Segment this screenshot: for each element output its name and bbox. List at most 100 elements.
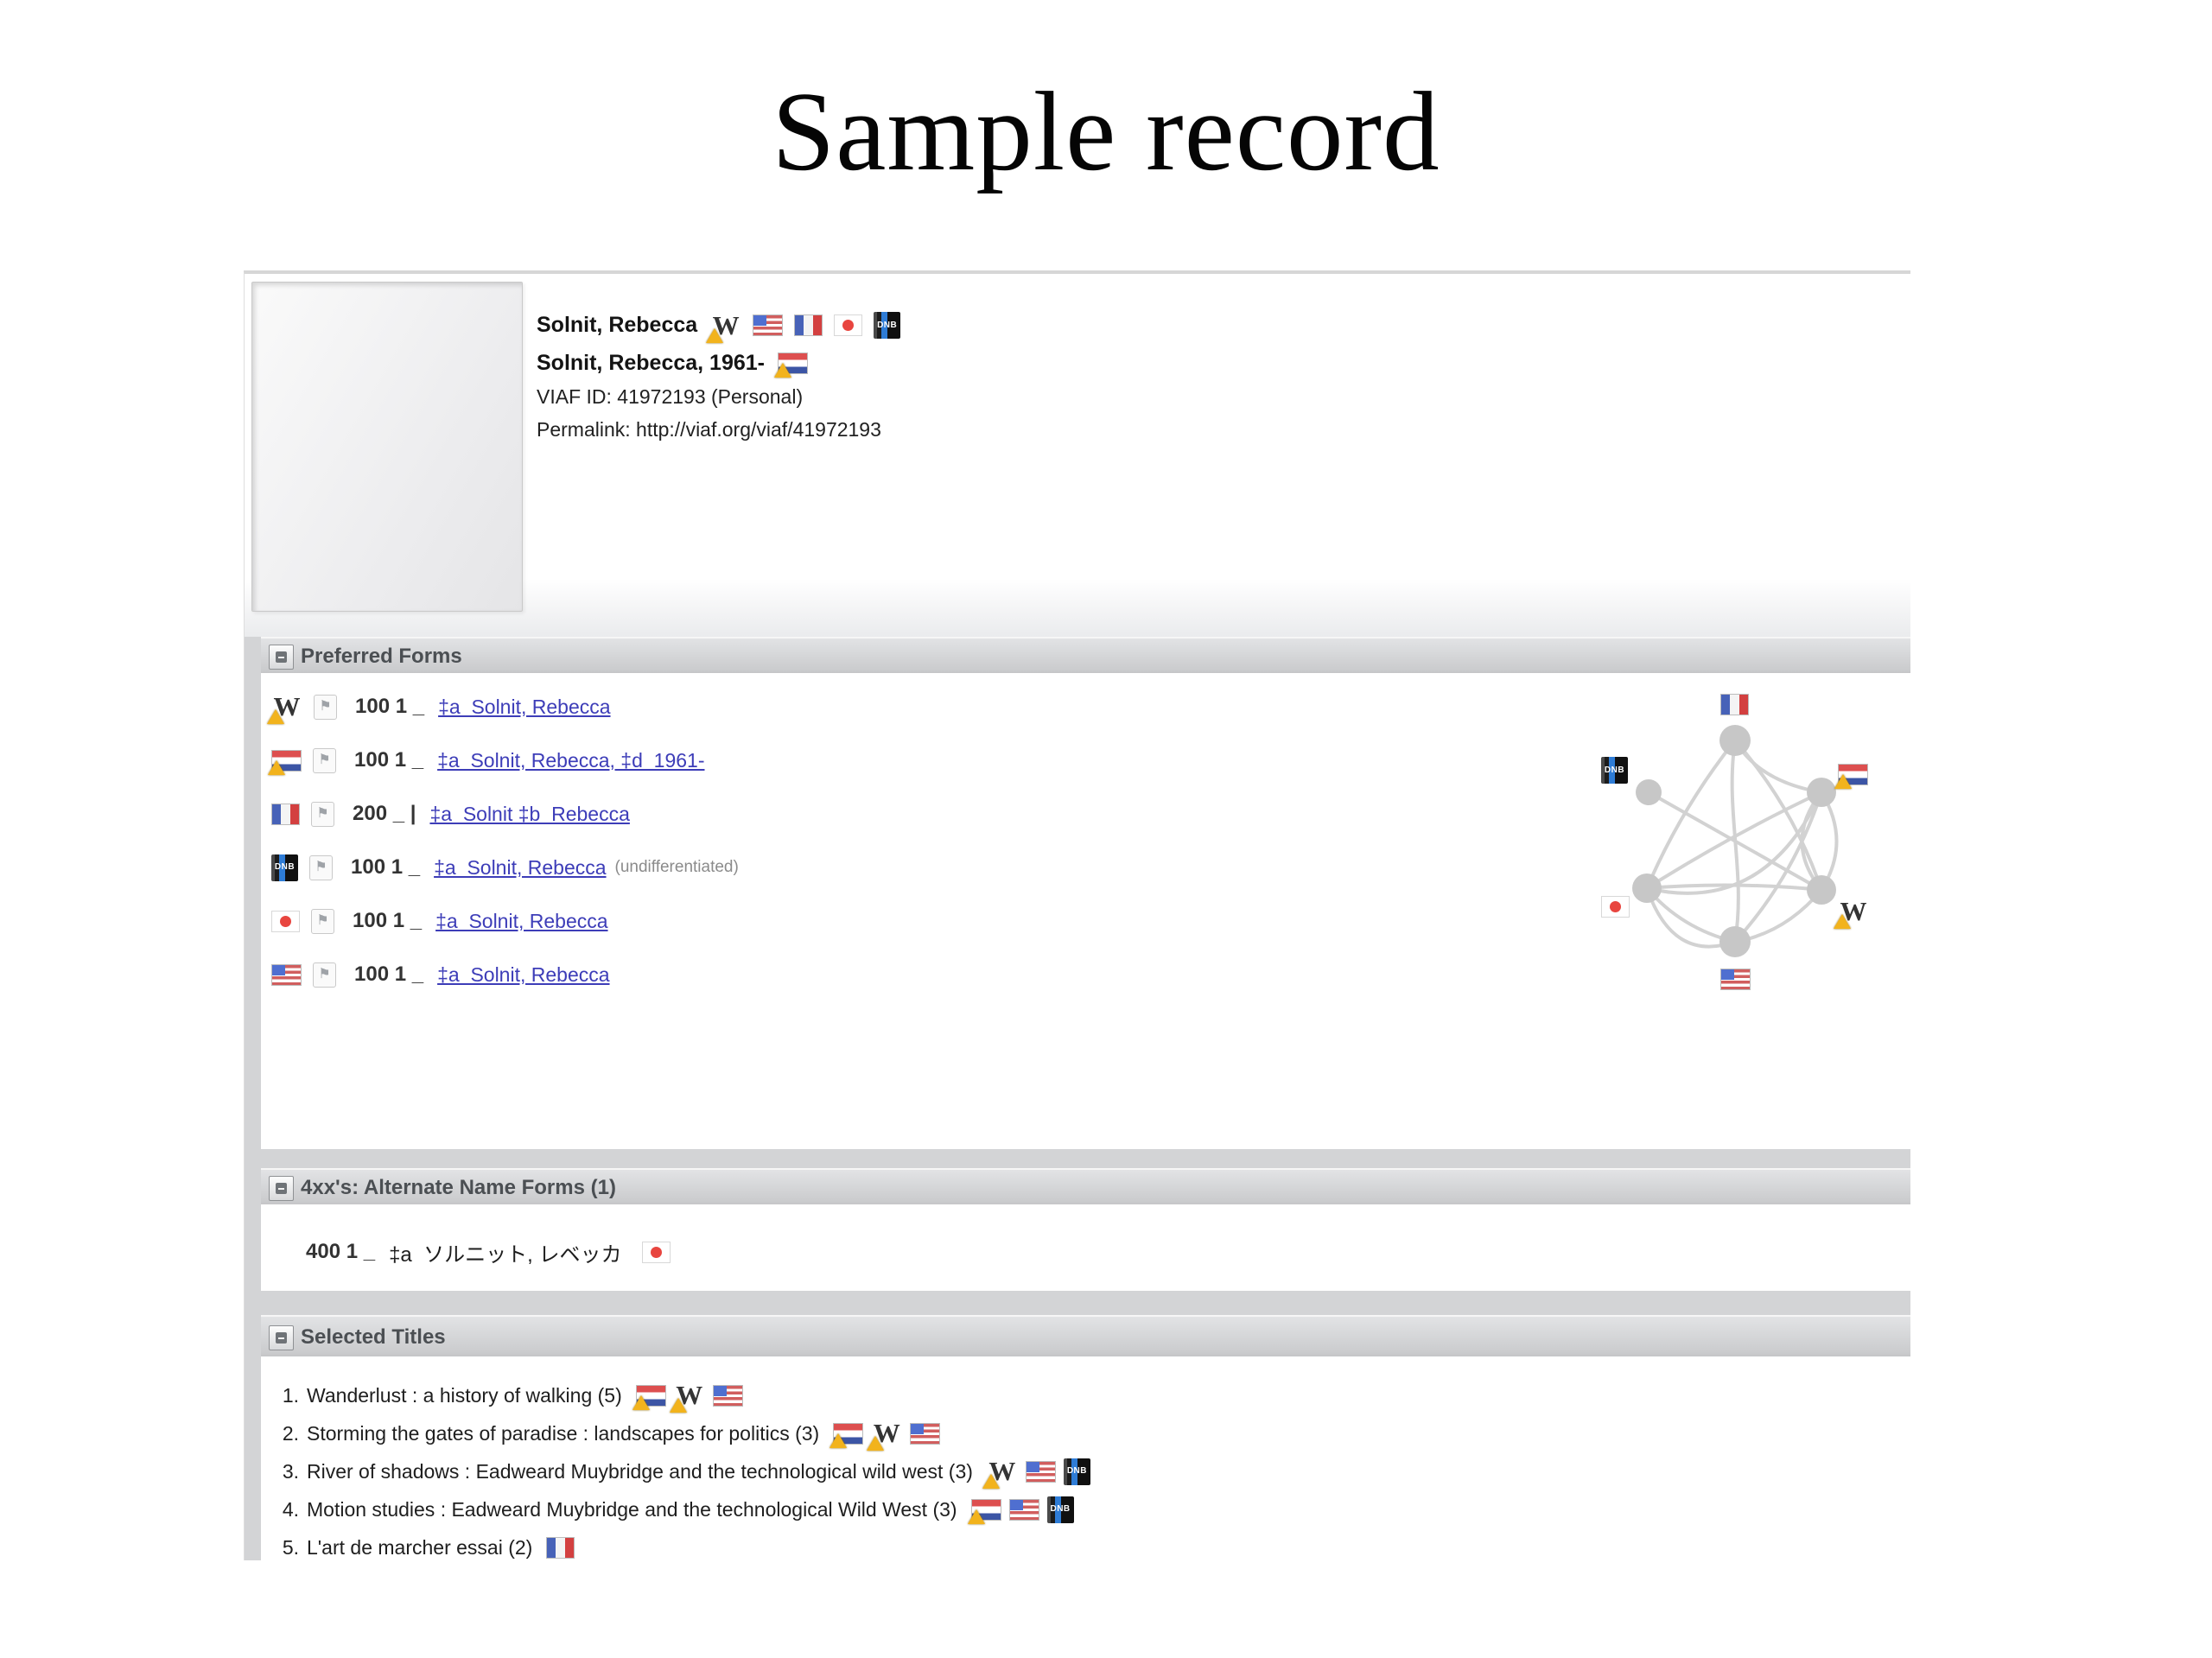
- section-header-selected-titles: Selected Titles: [261, 1315, 1910, 1359]
- title-number: 2.: [282, 1421, 299, 1445]
- viaf-record-panel: Solnit, Rebecca Solnit, Rebecca, 1961- V…: [244, 270, 1910, 1560]
- netherlands-flag-icon[interactable]: [1838, 764, 1868, 785]
- marc-field: 100 1 _: [355, 695, 425, 718]
- france-flag-icon[interactable]: [546, 1536, 575, 1559]
- dnb-icon[interactable]: [1046, 1496, 1074, 1523]
- title-text: River of shadows : Eadweard Muybridge an…: [307, 1459, 973, 1483]
- marc-heading-link[interactable]: ‡a Solnit, Rebecca, ‡d 1961-: [437, 748, 705, 772]
- record-secondary-name: Solnit, Rebecca, 1961-: [537, 351, 766, 375]
- wikipedia-icon[interactable]: [674, 1382, 705, 1408]
- marc-heading-link[interactable]: ‡a Solnit ‡b Rebecca: [429, 802, 630, 825]
- us-flag-icon[interactable]: [271, 963, 302, 986]
- source-network-graph[interactable]: [1591, 683, 1902, 1011]
- preferred-form-row: 200 _ | ‡a Solnit ‡b Rebecca: [261, 799, 1910, 829]
- wikipedia-icon[interactable]: [871, 1420, 902, 1446]
- marc-field: 100 1 _: [351, 855, 421, 879]
- japan-flag-icon[interactable]: [1601, 896, 1630, 918]
- cover-placeholder: [251, 282, 523, 612]
- marc-field: 100 1 _: [354, 962, 424, 986]
- japan-flag-icon[interactable]: [271, 910, 300, 932]
- title-text: Motion studies : Eadweard Muybridge and …: [307, 1497, 957, 1521]
- minus-icon: [276, 651, 287, 663]
- section-title: 4xx's: Alternate Name Forms (1): [301, 1176, 616, 1199]
- us-flag-icon[interactable]: [910, 1422, 941, 1445]
- netherlands-flag-icon[interactable]: [970, 1498, 1001, 1521]
- alternate-name-row: 400 1 _ ‡a ソルニット, レベッカ: [261, 1237, 1910, 1267]
- preferred-form-row: 100 1 _ ‡a Solnit, Rebecca (undifferenti…: [261, 853, 1910, 882]
- marc-heading-link[interactable]: ‡a Solnit, Rebecca: [438, 695, 611, 718]
- preferred-form-row: 100 1 _ ‡a Solnit, Rebecca, ‡d 1961-: [261, 746, 1910, 775]
- title-list-item: 2. Storming the gates of paradise : land…: [261, 1419, 1910, 1448]
- record-header: Solnit, Rebecca Solnit, Rebecca, 1961- V…: [245, 274, 1910, 637]
- permalink-line: Permalink: http://viaf.org/viaf/41972193: [537, 418, 881, 441]
- marc-heading-link[interactable]: ‡a Solnit, Rebecca: [435, 909, 608, 932]
- dnb-icon[interactable]: [1601, 757, 1628, 784]
- dnb-icon[interactable]: [271, 854, 298, 881]
- title-list-item: 3. River of shadows : Eadweard Muybridge…: [261, 1457, 1910, 1486]
- dnb-icon[interactable]: [874, 312, 901, 339]
- netherlands-flag-icon[interactable]: [833, 1422, 864, 1445]
- marc-heading-link[interactable]: ‡a Solnit, Rebecca: [434, 855, 607, 879]
- marc-field: 100 1 _: [354, 748, 424, 772]
- record-meta: Solnit, Rebecca Solnit, Rebecca, 1961- V…: [537, 274, 901, 441]
- slide-title: Sample record: [772, 69, 1440, 194]
- title-list-item: 4. Motion studies : Eadweard Muybridge a…: [261, 1495, 1910, 1524]
- selected-titles-panel: 1. Wanderlust : a history of walking (5)…: [261, 1356, 1910, 1560]
- title-list-item: 1. Wanderlust : a history of walking (5): [261, 1381, 1910, 1410]
- preferred-form-row: 100 1 _ ‡a Solnit, Rebecca: [261, 692, 1910, 721]
- marc-pennant-icon[interactable]: [313, 962, 336, 988]
- us-flag-icon[interactable]: [1025, 1460, 1056, 1483]
- preferred-form-row: 100 1 _ ‡a Solnit, Rebecca: [261, 906, 1910, 936]
- us-flag-icon[interactable]: [712, 1384, 743, 1407]
- graph-edges: [1645, 739, 1839, 949]
- graph-node[interactable]: [1807, 778, 1836, 807]
- graph-node[interactable]: [1719, 926, 1751, 957]
- collapse-button[interactable]: [269, 1176, 294, 1201]
- collapse-button[interactable]: [269, 1325, 294, 1350]
- graph-node[interactable]: [1632, 873, 1662, 903]
- undifferentiated-note: (undifferentiated): [614, 858, 739, 876]
- graph-node[interactable]: [1636, 779, 1662, 805]
- alternate-name-text: ‡a ソルニット, レベッカ: [389, 1242, 622, 1267]
- us-flag-icon[interactable]: [753, 314, 784, 336]
- netherlands-flag-icon[interactable]: [635, 1384, 666, 1407]
- graph-node[interactable]: [1719, 725, 1751, 756]
- primary-source-icons: [710, 312, 901, 339]
- record-primary-name: Solnit, Rebecca: [537, 313, 698, 337]
- marc-heading-link[interactable]: ‡a Solnit, Rebecca: [437, 962, 610, 986]
- marc-pennant-icon[interactable]: [311, 908, 334, 934]
- section-header-preferred-forms: Preferred Forms: [261, 637, 1910, 676]
- title-list-item: 5. L'art de marcher essai (2): [261, 1533, 1910, 1560]
- netherlands-flag-icon[interactable]: [271, 749, 302, 772]
- collapse-button[interactable]: [269, 645, 294, 670]
- marc-pennant-icon[interactable]: [309, 854, 333, 880]
- title-text: Storming the gates of paradise : landsca…: [307, 1421, 820, 1445]
- marc-pennant-icon[interactable]: [314, 694, 337, 720]
- minus-icon: [276, 1183, 287, 1194]
- title-number: 3.: [282, 1459, 299, 1483]
- alternate-names-panel: 400 1 _ ‡a ソルニット, レベッカ: [261, 1204, 1910, 1291]
- marc-pennant-icon[interactable]: [311, 801, 334, 827]
- japan-flag-icon[interactable]: [642, 1241, 671, 1263]
- graph-nodes[interactable]: [1632, 725, 1836, 957]
- marc-pennant-icon[interactable]: [313, 747, 336, 773]
- wikipedia-icon[interactable]: [987, 1458, 1018, 1484]
- wikipedia-icon[interactable]: [710, 313, 741, 339]
- france-flag-icon[interactable]: [794, 314, 823, 336]
- us-flag-icon[interactable]: [1720, 969, 1751, 990]
- title-number: 1.: [282, 1383, 299, 1407]
- france-flag-icon[interactable]: [271, 803, 300, 825]
- viaf-id-line: VIAF ID: 41972193 (Personal): [537, 385, 804, 408]
- wikipedia-icon[interactable]: [271, 694, 302, 720]
- preferred-form-row: 100 1 _ ‡a Solnit, Rebecca: [261, 960, 1910, 989]
- graph-node[interactable]: [1807, 875, 1836, 905]
- france-flag-icon[interactable]: [1720, 694, 1749, 715]
- preferred-forms-panel: 100 1 _ ‡a Solnit, Rebecca 100 1 _ ‡a So…: [261, 673, 1910, 1149]
- us-flag-icon[interactable]: [1008, 1498, 1039, 1521]
- dnb-icon[interactable]: [1063, 1458, 1090, 1485]
- minus-icon: [276, 1332, 287, 1344]
- wikipedia-icon[interactable]: [1838, 899, 1869, 924]
- japan-flag-icon[interactable]: [834, 314, 863, 336]
- netherlands-flag-icon[interactable]: [778, 353, 809, 374]
- marc-field: 100 1 _: [353, 909, 423, 932]
